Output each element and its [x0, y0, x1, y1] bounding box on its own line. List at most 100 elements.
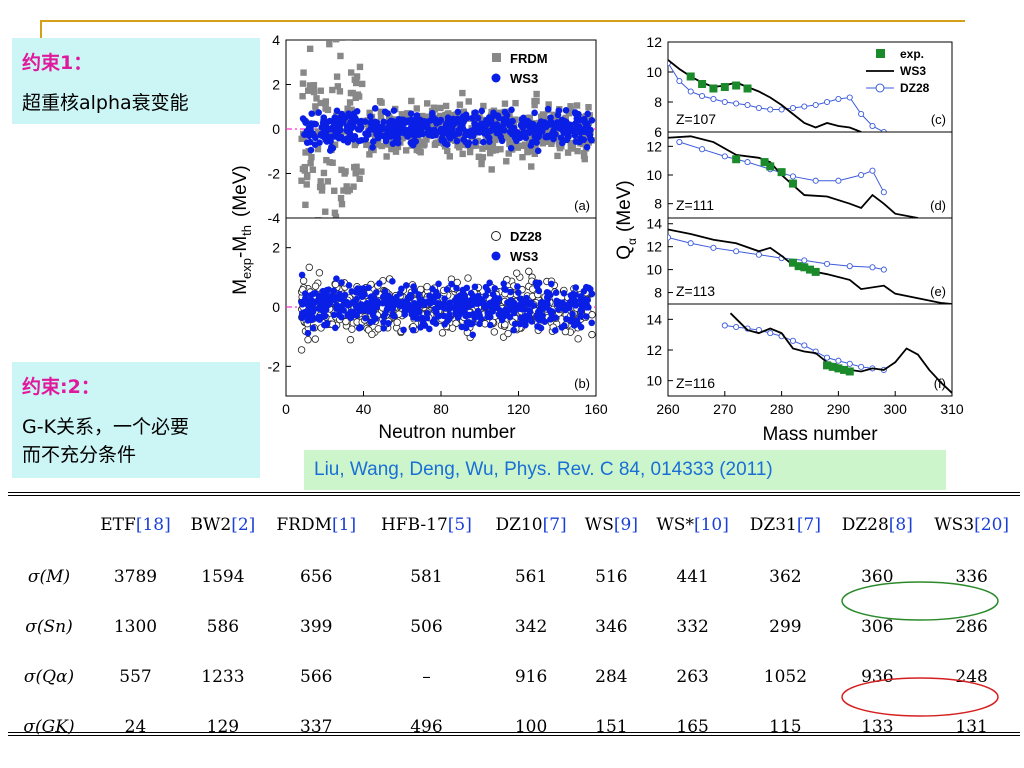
ws3-point: [330, 126, 338, 134]
ws3-point: [448, 280, 455, 288]
ws3-point: [343, 298, 351, 306]
frdm-point: [314, 128, 322, 135]
frdm-point: [351, 164, 358, 171]
table-row: σ(M) 3789 1594 656 581 561 516 441 362 360 336: [8, 552, 1020, 602]
table-cell: 516: [595, 567, 628, 587]
table-cell: 24: [124, 717, 147, 737]
table-cell: 360: [861, 567, 894, 587]
ws3-point: [471, 120, 478, 127]
frdm-point: [388, 145, 395, 153]
ws3-point: [515, 289, 522, 297]
dz28-point: [438, 329, 447, 337]
exp-point: [732, 155, 741, 164]
dz28-point: [311, 335, 319, 343]
frdm-point: [310, 84, 317, 91]
ws3-point: [509, 117, 516, 125]
panel-f-label: (f): [934, 376, 946, 391]
dz28-point: [733, 248, 740, 255]
ws3-point: [453, 137, 461, 145]
exp-point: [720, 83, 729, 91]
frdm-point: [317, 178, 324, 185]
dz28-point: [835, 177, 842, 184]
left-y-axis-label: Mexp-Mth (MeV): [230, 165, 254, 295]
ws3-point: [528, 318, 536, 325]
frdm-point: [353, 73, 361, 80]
frdm-point: [298, 177, 305, 184]
ws3-point: [356, 126, 364, 133]
row-label: σ(GK): [23, 717, 75, 737]
frdm-point: [331, 141, 339, 148]
right-y-unit: (MeV): [614, 180, 635, 232]
ws3-point: [547, 315, 554, 323]
ws3-point: [571, 131, 579, 139]
ws3-point: [379, 293, 387, 301]
legend-label: WS3: [900, 64, 926, 78]
exp-point: [743, 84, 752, 93]
ws3-point: [334, 302, 342, 310]
ws3-point: [500, 280, 508, 287]
exp-point: [686, 72, 695, 81]
frdm-point: [299, 92, 306, 100]
ws3-point: [376, 280, 383, 287]
ws3-point: [548, 119, 556, 127]
table-bottom-rule: [8, 732, 1020, 736]
frdm-point: [337, 52, 344, 60]
dz28-point: [721, 153, 728, 160]
frdm-point: [537, 113, 545, 121]
ws3-point: [465, 318, 472, 326]
ws3-point: [577, 296, 585, 304]
ws3-point: [575, 320, 582, 328]
ws3-point: [454, 118, 462, 126]
ws3-point: [557, 134, 565, 142]
exp-point: [828, 362, 837, 371]
dz28-point: [755, 251, 762, 258]
ws3-point: [453, 284, 460, 292]
ws3-point: [446, 311, 453, 318]
frdm-point: [501, 100, 509, 107]
table-cell: 916: [514, 667, 548, 687]
x-tick-label: 280: [770, 401, 794, 417]
dz28-point: [448, 324, 457, 332]
frdm-point: [567, 103, 574, 110]
frdm-point: [399, 134, 406, 142]
ws3-point: [304, 297, 311, 305]
dz28-point: [513, 269, 521, 277]
frdm-point: [322, 103, 329, 111]
ws3-point: [390, 107, 398, 114]
table-cell: 131: [955, 717, 988, 737]
dz28-point: [858, 110, 865, 118]
ws3-point: [476, 312, 483, 319]
ws3-point: [471, 109, 478, 117]
ws3-point: [571, 109, 579, 116]
ws3-point: [554, 111, 562, 119]
ws3-point: [491, 304, 499, 311]
ws3-point: [449, 115, 457, 123]
ws3-point: [389, 305, 397, 313]
svg-text:Mexp-Mth(MeV): Mexp-Mth (MeV): [230, 165, 254, 295]
frdm-point: [366, 109, 373, 117]
dz28-point: [687, 88, 694, 95]
table-cell: 496: [410, 717, 443, 737]
panel-d-z-label: Z=111: [676, 197, 714, 213]
exp-point: [800, 263, 809, 272]
ws3-point: [542, 123, 550, 131]
y-tick-label: -2: [268, 358, 281, 374]
ws3-point: [423, 314, 431, 322]
frdm-point: [338, 166, 345, 174]
ws3-point: [367, 119, 374, 127]
ws3-point: [439, 130, 447, 137]
frdm-point: [420, 142, 427, 149]
ws3-point: [486, 138, 493, 146]
frdm-point: [564, 149, 572, 156]
frdm-point: [472, 142, 480, 149]
dz28-point: [858, 363, 865, 370]
y-tick-label: 2: [272, 240, 280, 256]
ws3-point: [472, 138, 479, 146]
y-tick-label: 8: [654, 94, 662, 110]
legend-label: WS3: [510, 71, 538, 86]
ws3-point: [517, 121, 525, 129]
row-label: σ(M): [27, 567, 71, 587]
row-label: σ(Sn): [25, 617, 73, 637]
ws3-line: [729, 312, 952, 394]
